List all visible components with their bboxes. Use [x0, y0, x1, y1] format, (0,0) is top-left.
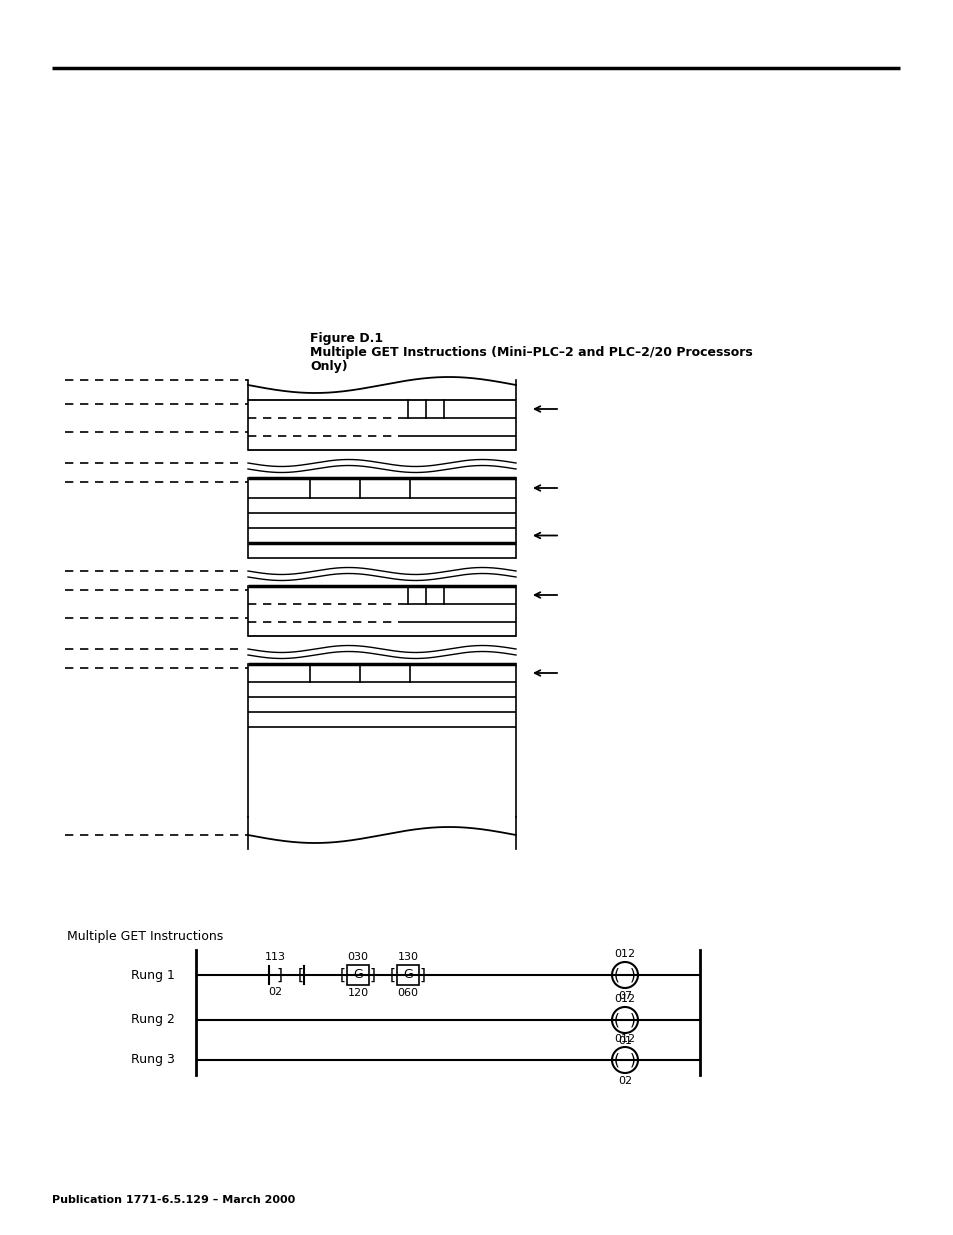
Bar [347, 965, 369, 986]
Text: Rung 2: Rung 2 [131, 1014, 174, 1026]
Text: Rung 3: Rung 3 [131, 1053, 174, 1067]
Text: 130: 130 [397, 952, 418, 962]
Text: [: [ [297, 967, 304, 983]
Text: (: ( [614, 1052, 619, 1067]
Text: 113: 113 [264, 952, 285, 962]
Text: ): ) [629, 1052, 636, 1067]
Text: Multiple GET Instructions: Multiple GET Instructions [67, 930, 223, 944]
Text: G: G [353, 968, 362, 982]
Bar [396, 965, 418, 986]
Text: 012: 012 [614, 1034, 635, 1044]
Text: ]: ] [276, 967, 283, 983]
Text: 030: 030 [347, 952, 368, 962]
Text: ]: ] [370, 967, 375, 983]
Text: ): ) [629, 1013, 636, 1028]
Text: G: G [403, 968, 413, 982]
Text: Figure D.1: Figure D.1 [310, 332, 383, 345]
Text: ]: ] [419, 967, 426, 983]
Text: Rung 1: Rung 1 [131, 968, 174, 982]
Text: Publication 1771-6.5.129 – March 2000: Publication 1771-6.5.129 – March 2000 [52, 1195, 294, 1205]
Text: 060: 060 [397, 988, 418, 998]
Text: 02: 02 [268, 987, 282, 997]
Text: 01: 01 [618, 1036, 631, 1046]
Text: 02: 02 [618, 1076, 632, 1086]
Text: [: [ [390, 967, 395, 983]
Text: 120: 120 [347, 988, 368, 998]
Text: Multiple GET Instructions (Mini–PLC–2 and PLC–2/20 Processors: Multiple GET Instructions (Mini–PLC–2 an… [310, 346, 752, 359]
Text: 07: 07 [618, 990, 632, 1002]
Text: [: [ [339, 967, 346, 983]
Text: (: ( [614, 1013, 619, 1028]
Text: Only): Only) [310, 359, 347, 373]
Text: (: ( [614, 967, 619, 983]
Text: ): ) [629, 967, 636, 983]
Text: 012: 012 [614, 994, 635, 1004]
Text: 012: 012 [614, 948, 635, 960]
